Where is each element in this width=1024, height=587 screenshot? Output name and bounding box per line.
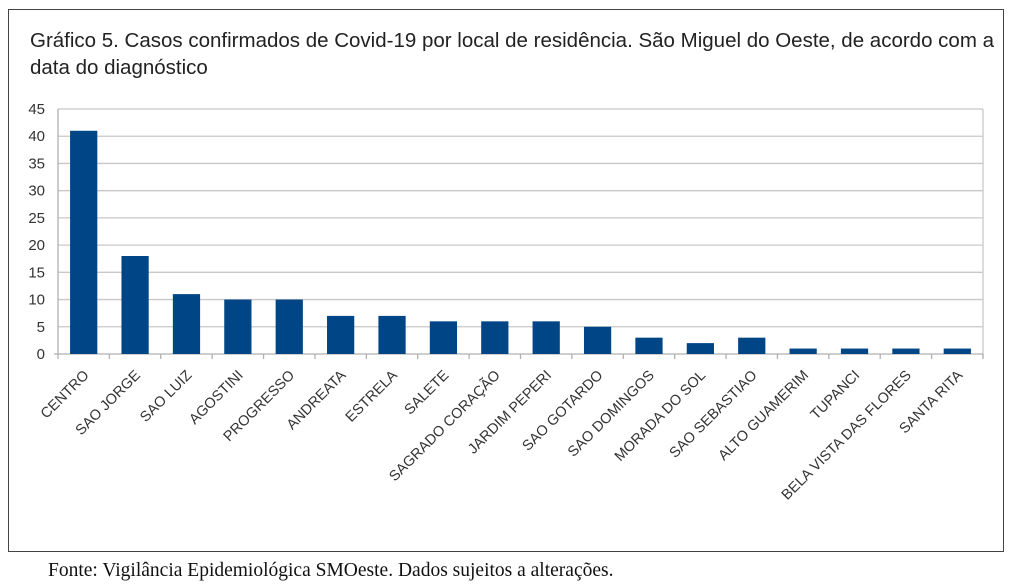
- y-tick-label: 35: [28, 155, 45, 172]
- source-note: Fonte: Vigilância Epidemiológica SMOeste…: [48, 560, 614, 581]
- bar: [840, 348, 869, 354]
- bar: [738, 337, 766, 354]
- bar: [943, 348, 971, 354]
- bar: [70, 130, 98, 354]
- bar: [481, 321, 509, 354]
- bar: [532, 321, 560, 354]
- bar: [789, 348, 817, 354]
- x-tick-label: SAO SEBASTIAO: [667, 368, 761, 462]
- y-tick-label: 10: [28, 292, 45, 309]
- chart-frame: [8, 9, 1004, 552]
- y-tick-label: 30: [28, 183, 45, 200]
- bar: [172, 294, 201, 354]
- bar: [686, 343, 714, 354]
- bar: [378, 315, 406, 354]
- bar: [275, 299, 303, 354]
- y-tick-label: 5: [37, 319, 45, 336]
- bar: [583, 326, 612, 354]
- x-tick-label: ALTO GUAMERIM: [716, 368, 812, 464]
- bar: [635, 337, 663, 354]
- y-tick-label: 15: [28, 264, 45, 281]
- x-tick-label: SAO DOMINGOS: [565, 368, 658, 461]
- x-tick-label: SALETE: [402, 367, 453, 418]
- y-tick-label: 20: [28, 237, 45, 254]
- y-tick-label: 40: [28, 128, 45, 145]
- chart-title: Gráfico 5. Casos confirmados de Covid-19…: [30, 29, 995, 79]
- x-tick-label: ESTRELA: [343, 367, 401, 425]
- bar: [224, 299, 252, 354]
- y-tick-label: 0: [37, 346, 45, 363]
- bar: [121, 256, 149, 354]
- bar: [429, 321, 458, 354]
- x-tick-label: CENTRO: [38, 368, 93, 423]
- y-tick-label: 25: [28, 210, 45, 227]
- x-tick-label: MORADA DO SOL: [612, 368, 709, 465]
- bar: [892, 348, 920, 354]
- y-tick-label: 45: [28, 101, 45, 118]
- bar: [327, 315, 355, 354]
